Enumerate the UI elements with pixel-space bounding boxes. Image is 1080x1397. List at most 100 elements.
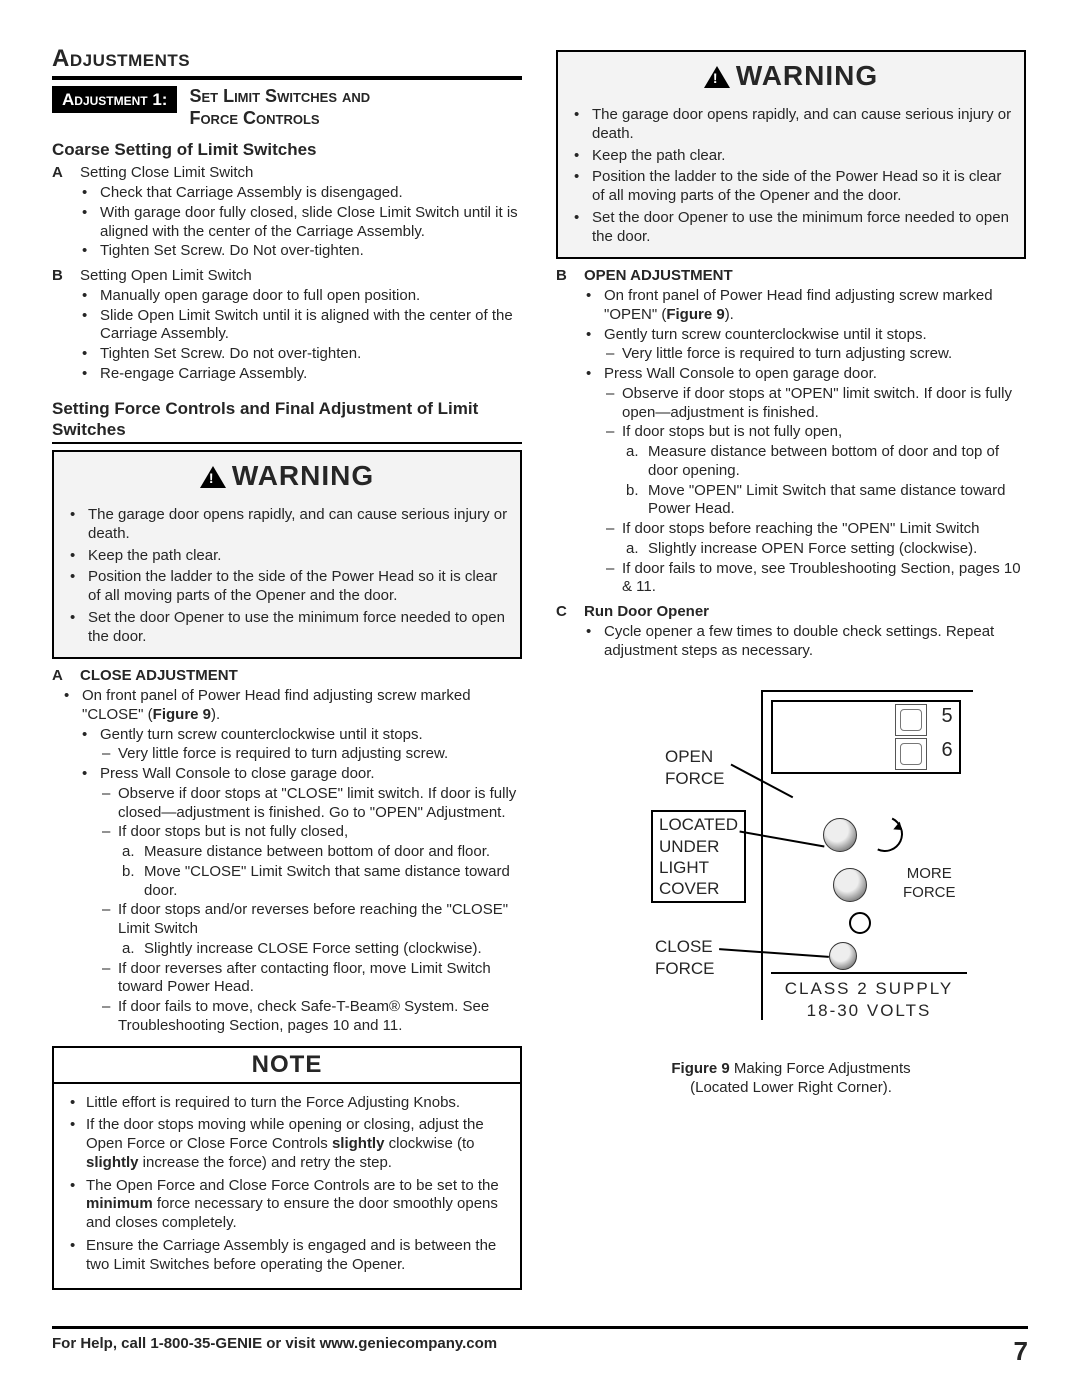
f9-screw-icon — [895, 704, 927, 736]
note-title: NOTE — [54, 1048, 520, 1084]
section-title: Adjustments — [52, 44, 522, 80]
figure-9-caption: Figure 9 Making Force Adjustments (Locat… — [556, 1060, 1026, 1098]
run-opener-item: Cycle opener a few times to double check… — [556, 623, 1026, 661]
crosshair-arrows-icon — [900, 743, 922, 765]
n2c: clockwise (to — [384, 1135, 474, 1152]
figure-9: 5 6 OPEN FORCE LOCATED UNDER LIGHT COVER — [611, 690, 971, 1050]
f9-located: LOCATED — [659, 814, 738, 835]
crosshair-arrows-icon — [900, 709, 922, 731]
f9-num-5: 5 — [937, 704, 957, 736]
open-adjustment: B OPEN ADJUSTMENT On front panel of Powe… — [556, 267, 1026, 597]
open-b2d3: If door stops before reaching the "OPEN"… — [556, 520, 1026, 539]
f9-open-force-label: OPEN FORCE — [665, 746, 725, 789]
open-force-knob-icon — [823, 818, 857, 852]
close-b2d4: If door reverses after contacting floor,… — [52, 960, 522, 998]
close-adj-lead-end: ). — [211, 706, 220, 723]
B-item: Manually open garage door to full open p… — [52, 287, 522, 306]
close-b2d3a-text: Slightly increase CLOSE Force setting (c… — [144, 940, 482, 957]
f9-open: OPEN — [665, 746, 725, 767]
close-b2d3: If door stops and/or reverses before rea… — [52, 901, 522, 939]
letter-A2: A — [52, 667, 70, 686]
note-item: Ensure the Carriage Assembly is engaged … — [64, 1237, 510, 1275]
close-b2d2a: a.Measure distance between bottom of doo… — [52, 843, 522, 862]
warning-box-left: WARNING The garage door opens rapidly, a… — [52, 450, 522, 659]
B-item: Re-engage Carriage Assembly. — [52, 365, 522, 384]
open-adj-lead: On front panel of Power Head find adjust… — [556, 287, 1026, 325]
f9-more: MORE — [903, 865, 956, 884]
run-door-opener: C Run Door Opener Cycle opener a few tim… — [556, 603, 1026, 660]
n2b: slightly — [332, 1135, 385, 1152]
right-column: WARNING The garage door opens rapidly, a… — [556, 44, 1026, 1300]
open-b2d2a: a.Measure distance between bottom of doo… — [556, 443, 1026, 481]
letter-A-label: Setting Close Limit Switch — [80, 164, 522, 183]
block-A: A Setting Close Limit Switch Check that … — [52, 164, 522, 261]
f9-more-force: MORE FORCE — [903, 865, 956, 903]
close-adj-lead: On front panel of Power Head find adjust… — [52, 687, 522, 725]
close-b2d1: Observe if door stops at "CLOSE" limit s… — [52, 785, 522, 823]
adjustment-1-title: Set Limit Switches and Force Controls — [189, 86, 370, 129]
close-b2d2: If door stops but is not fully closed, — [52, 823, 522, 842]
letter-B-label: Setting Open Limit Switch — [80, 267, 522, 286]
open-b2: Press Wall Console to open garage door. — [556, 365, 1026, 384]
A-item: With garage door fully closed, slide Clo… — [52, 204, 522, 242]
warning-triangle-icon — [704, 66, 730, 88]
B-item: Tighten Set Screw. Do not over-tighten. — [52, 345, 522, 364]
figure9-caption-1: Making Force Adjustments — [730, 1060, 911, 1077]
open-adj-lead-text: On front panel of Power Head find adjust… — [604, 287, 993, 323]
open-b2d3a: a.Slightly increase OPEN Force setting (… — [556, 540, 1026, 559]
open-b1d1: Very little force is required to turn ad… — [556, 345, 1026, 364]
adjustment-1-pill: Adjustment 1: — [52, 86, 177, 113]
warning-item: Keep the path clear. — [568, 147, 1014, 166]
close-b2d2b: b.Move "CLOSE" Limit Switch that same di… — [52, 863, 522, 901]
page-number: 7 — [1014, 1335, 1028, 1368]
warning-item: The garage door opens rapidly, and can c… — [568, 106, 1014, 144]
f9-supply-text: CLASS 2 SUPPLY 18-30 VOLTS — [771, 972, 967, 1021]
A-bullets: Check that Carriage Assembly is disengag… — [52, 184, 522, 261]
letter-B: B — [52, 267, 70, 286]
close-b2d3a: a.Slightly increase CLOSE Force setting … — [52, 940, 522, 959]
open-b1: Gently turn screw counterclockwise until… — [556, 326, 1026, 345]
close-b1d1: Very little force is required to turn ad… — [52, 745, 522, 764]
note-item: If the door stops moving while opening o… — [64, 1116, 510, 1172]
open-b2d2a-text: Measure distance between bottom of door … — [648, 443, 999, 479]
page-footer: For Help, call 1-800-35-GENIE or visit w… — [52, 1326, 1028, 1368]
note-item: Little effort is required to turn the Fo… — [64, 1094, 510, 1113]
A-item: Check that Carriage Assembly is disengag… — [52, 184, 522, 203]
open-b2d2b-text: Move "OPEN" Limit Switch that same dista… — [648, 482, 1005, 518]
block-B: B Setting Open Limit Switch Manually ope… — [52, 267, 522, 384]
f9-row-1: 5 — [775, 704, 957, 736]
force-knob-icon — [833, 868, 867, 902]
warning-item: Position the ladder to the side of the P… — [568, 168, 1014, 206]
open-b2d3a-text: Slightly increase OPEN Force setting (cl… — [648, 540, 977, 557]
f9-row-2: 6 — [775, 738, 957, 770]
n3b: minimum — [86, 1195, 153, 1212]
f9-located-label: LOCATED UNDER LIGHT COVER — [651, 810, 746, 903]
f9-supply2: 18-30 VOLTS — [771, 1000, 967, 1021]
letter-C: C — [556, 603, 574, 622]
open-adj-lead-end: ). — [725, 306, 734, 323]
close-adj-lead-ul: On front panel of Power Head find adjust… — [52, 687, 522, 725]
f9-force: FORCE — [665, 768, 725, 789]
warning-title: WARNING — [232, 460, 374, 491]
close-b2d2b-text: Move "CLOSE" Limit Switch that same dist… — [144, 863, 510, 899]
note-box: NOTE Little effort is required to turn t… — [52, 1046, 522, 1291]
f9-force3: FORCE — [655, 958, 715, 979]
open-b2d4: If door fails to move, see Troubleshooti… — [556, 560, 1026, 598]
f9-screw-icon — [895, 738, 927, 770]
f9-close-force-label: CLOSE FORCE — [655, 936, 715, 979]
warning-heading: WARNING — [54, 452, 520, 499]
warning-box-right: WARNING The garage door opens rapidly, a… — [556, 50, 1026, 259]
f9-force2: FORCE — [903, 884, 956, 903]
warning-heading: WARNING — [558, 52, 1024, 99]
warning-triangle-icon — [200, 466, 226, 488]
warning-item: Position the ladder to the side of the P… — [64, 568, 510, 606]
adj-title-line1: Set Limit Switches and — [189, 86, 370, 108]
open-b2d1: Observe if door stops at "OPEN" limit sw… — [556, 385, 1026, 423]
coarse-heading: Coarse Setting of Limit Switches — [52, 139, 522, 160]
run-opener-label: Run Door Opener — [584, 603, 1026, 622]
open-b2d2b: b.Move "OPEN" Limit Switch that same dis… — [556, 482, 1026, 520]
force-heading: Setting Force Controls and Final Adjustm… — [52, 398, 522, 445]
f9-under: UNDER — [659, 836, 738, 857]
close-b2d5: If door fails to move, check Safe-T-Beam… — [52, 998, 522, 1036]
page-columns: Adjustments Adjustment 1: Set Limit Swit… — [52, 44, 1028, 1300]
